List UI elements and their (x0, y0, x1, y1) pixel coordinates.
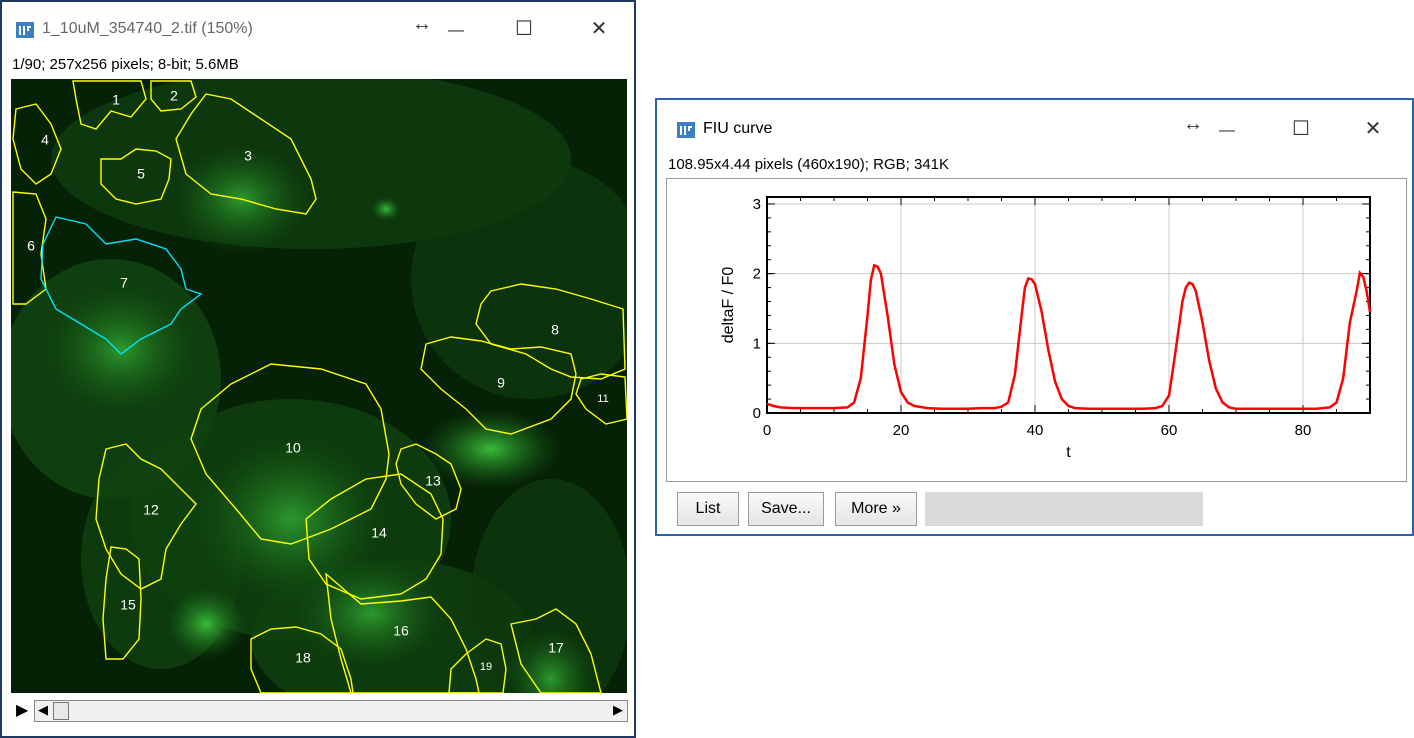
y-tick-label: 0 (753, 405, 761, 422)
chart-grid (767, 197, 1370, 413)
y-tick-labels: 0 1 2 3 (753, 196, 761, 422)
plot-window: FIU curve ↔ — ☐ ✕ 108.95x4.44 pixels (46… (655, 98, 1414, 536)
series-line (766, 263, 1372, 411)
list-button[interactable]: List (677, 492, 739, 526)
x-axis-label: t (1066, 444, 1071, 461)
roi-3[interactable] (175, 93, 317, 215)
maximize-button[interactable]: ☐ (515, 18, 533, 40)
x-tick-labels: 0 20 40 60 80 (763, 422, 1312, 439)
roi-label: 9 (497, 375, 505, 391)
roi-label: 10 (285, 440, 301, 456)
plot-window-titlebar[interactable]: FIU curve ↔ — ☐ ✕ (657, 100, 1412, 140)
roi-label: 17 (548, 640, 564, 656)
slider-right-arrow[interactable]: ▶ (613, 702, 623, 717)
close-button[interactable]: ✕ (590, 18, 608, 40)
roi-label: 8 (551, 322, 559, 338)
plot-area[interactable]: 0 20 40 60 80 0 1 2 3 t deltaF / F0 (666, 178, 1407, 482)
x-tick-label: 0 (763, 422, 771, 439)
image-canvas[interactable]: 1 2 3 4 5 6 7 8 9 10 11 12 13 14 15 16 17 18 19 (11, 79, 627, 693)
roi-11[interactable] (575, 373, 627, 425)
roi-9[interactable] (420, 336, 577, 435)
roi-4[interactable] (12, 103, 62, 185)
x-tick-label: 20 (893, 422, 910, 439)
minimize-button[interactable]: — (448, 22, 464, 39)
x-tick-label: 80 (1295, 422, 1312, 439)
roi-16[interactable] (325, 572, 480, 693)
x-tick-label: 60 (1161, 422, 1178, 439)
roi-label: 15 (120, 597, 136, 613)
plot-frame (766, 196, 1371, 414)
save-button[interactable]: Save... (748, 492, 824, 526)
y-axis-label: deltaF / F0 (720, 267, 737, 344)
imagej-app-icon (677, 122, 695, 138)
plot-window-title: FIU curve (703, 120, 773, 137)
y-tick-label: 1 (753, 335, 761, 352)
roi-label: 6 (27, 238, 35, 254)
roi-label: 5 (137, 166, 145, 182)
stack-play-button[interactable]: ▶ (16, 702, 29, 719)
roi-6[interactable] (12, 191, 47, 305)
status-field (925, 492, 1203, 526)
stack-slider[interactable]: ◀ ▶ (34, 700, 628, 722)
y-tick-label: 2 (753, 266, 761, 283)
more-button[interactable]: More » (835, 492, 917, 526)
x-tick-label: 40 (1027, 422, 1044, 439)
slider-thumb[interactable] (53, 702, 69, 720)
roi-label: 12 (143, 502, 159, 518)
resize-arrows-icon[interactable]: ↔ (1183, 113, 1203, 135)
image-info-line: 1/90; 257x256 pixels; 8-bit; 5.6MB (12, 56, 239, 73)
roi-5[interactable] (100, 148, 172, 205)
image-window-titlebar[interactable]: 1_10uM_354740_2.tif (150%) ↔ — ☐ ✕ (2, 2, 634, 42)
roi-label: 11 (597, 393, 608, 405)
roi-label: 18 (295, 650, 311, 666)
roi-15[interactable] (102, 546, 142, 660)
axis-ticks (766, 197, 1371, 414)
roi-label: 16 (393, 623, 409, 639)
roi-label: 7 (120, 275, 128, 291)
minimize-button[interactable]: — (1219, 122, 1235, 139)
image-window: 1_10uM_354740_2.tif (150%) ↔ — ☐ ✕ 1/90;… (0, 0, 636, 738)
roi-13[interactable] (395, 443, 462, 520)
image-window-title: 1_10uM_354740_2.tif (150%) (42, 20, 253, 37)
roi-18[interactable] (250, 626, 354, 693)
plot-info-line: 108.95x4.44 pixels (460x190); RGB; 341K (668, 156, 950, 173)
roi-1[interactable] (72, 80, 147, 130)
resize-arrows-icon[interactable]: ↔ (412, 13, 432, 35)
roi-7[interactable] (40, 216, 203, 355)
roi-label: 19 (480, 661, 492, 673)
y-tick-label: 3 (753, 196, 761, 213)
maximize-button[interactable]: ☐ (1292, 118, 1310, 140)
cell-background (11, 79, 627, 693)
roi-2[interactable] (150, 80, 197, 112)
slider-left-arrow[interactable]: ◀ (38, 702, 48, 717)
chart-svg: 0 20 40 60 80 0 1 2 3 t deltaF / F0 (720, 196, 1372, 461)
roi-label: 4 (41, 132, 49, 148)
roi-14[interactable] (305, 473, 444, 600)
roi-17[interactable] (510, 608, 602, 693)
roi-label: 13 (425, 473, 441, 489)
roi-12[interactable] (95, 443, 197, 590)
roi-label: 14 (371, 525, 387, 541)
roi-label: 3 (244, 148, 252, 164)
roi-19[interactable] (448, 638, 507, 693)
roi-10[interactable] (190, 363, 390, 545)
imagej-app-icon (16, 22, 34, 38)
close-button[interactable]: ✕ (1364, 118, 1382, 140)
roi-label: 2 (170, 88, 178, 104)
roi-label: 1 (112, 92, 120, 108)
